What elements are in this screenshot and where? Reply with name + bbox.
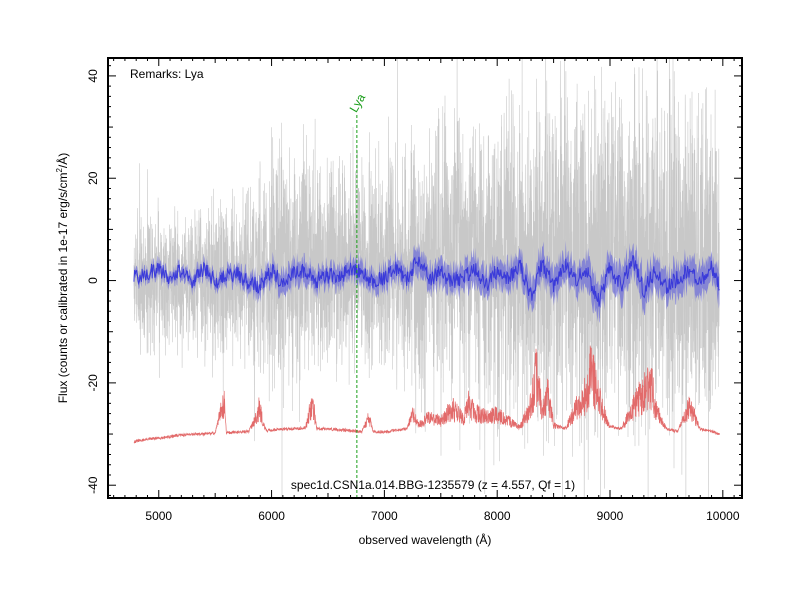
- y-tick-label: 0: [86, 277, 100, 284]
- x-tick-label: 6000: [258, 509, 285, 523]
- data-layer: [133, 58, 720, 498]
- smoothed-flux-error-band: [133, 240, 720, 323]
- smoothed-flux-series: [133, 254, 720, 307]
- x-tick-label: 5000: [145, 509, 172, 523]
- x-tick-label: 10000: [706, 509, 740, 523]
- spectral-line-labels: Lya: [347, 91, 369, 115]
- lya-marker-label: Lya: [347, 91, 369, 115]
- y-axis-title-suffix: /Å): [55, 153, 70, 168]
- x-axis-ticks: [113, 58, 735, 498]
- y-tick-label: 40: [86, 69, 100, 83]
- smoothed-flux-line: [133, 254, 720, 307]
- x-tick-label: 9000: [597, 509, 624, 523]
- remarks-label: Remarks: Lya: [130, 67, 204, 81]
- y-tick-label: 20: [86, 171, 100, 185]
- y-axis-title-superscript: 2: [55, 168, 64, 173]
- y-tick-label: -40: [86, 476, 100, 494]
- x-axis-title: observed wavelength (Å): [359, 532, 492, 547]
- plot-frame: [107, 57, 743, 499]
- raw-flux-line: [133, 58, 720, 498]
- y-tick-label: -20: [86, 374, 100, 392]
- x-tick-label: 7000: [371, 509, 398, 523]
- y-axis-ticks: [108, 65, 742, 496]
- x-tick-label: 8000: [484, 509, 511, 523]
- y-axis-tick-labels: -40 -20 0 20 40: [86, 69, 100, 494]
- sky-spectrum-line: [133, 345, 720, 444]
- y-axis-title-prefix: Flux (counts or calibrated in 1e-17 erg/…: [56, 173, 70, 404]
- spectrum-caption: spec1d.CSN1a.014.BBG-1235579 (z = 4.557,…: [291, 478, 575, 492]
- error-band-area: [133, 240, 720, 323]
- sky-spectrum-series: [133, 345, 720, 444]
- raw-flux-series: [133, 58, 720, 498]
- x-axis-tick-labels: 5000 6000 7000 8000 9000 10000: [145, 509, 739, 523]
- y-axis-title: Flux (counts or calibrated in 1e-17 erg/…: [55, 153, 70, 404]
